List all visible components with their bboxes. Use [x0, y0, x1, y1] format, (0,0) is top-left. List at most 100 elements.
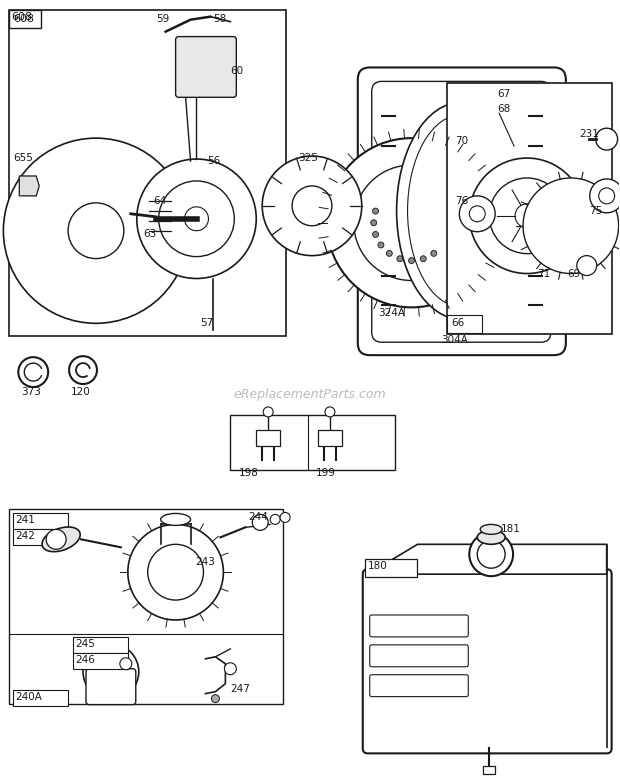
Bar — [256, 430, 280, 446]
Text: 60: 60 — [231, 66, 244, 77]
Text: 240A: 240A — [16, 691, 42, 701]
Text: 66: 66 — [451, 318, 464, 328]
Bar — [9, 509, 283, 704]
Text: 58: 58 — [213, 14, 227, 23]
Bar — [9, 9, 41, 27]
Text: 241: 241 — [16, 515, 35, 526]
Bar — [448, 315, 482, 333]
FancyBboxPatch shape — [175, 37, 236, 97]
Text: 57: 57 — [200, 318, 214, 328]
Circle shape — [373, 231, 379, 238]
Text: 70: 70 — [455, 136, 469, 146]
Circle shape — [420, 256, 426, 262]
FancyBboxPatch shape — [370, 675, 468, 697]
Polygon shape — [368, 544, 606, 574]
Text: 243: 243 — [195, 558, 215, 567]
Text: 59: 59 — [156, 14, 169, 23]
Circle shape — [264, 407, 273, 417]
Text: 69: 69 — [567, 268, 580, 278]
Circle shape — [469, 206, 485, 222]
Text: 247: 247 — [231, 683, 250, 694]
Ellipse shape — [42, 527, 80, 551]
Text: 67: 67 — [497, 89, 510, 99]
Text: 56: 56 — [208, 156, 221, 166]
Circle shape — [469, 533, 513, 576]
Bar — [14, 514, 68, 529]
Circle shape — [211, 694, 219, 702]
Circle shape — [252, 515, 268, 530]
Circle shape — [378, 242, 384, 248]
Text: 120: 120 — [71, 387, 91, 397]
Text: 199: 199 — [316, 468, 336, 478]
Text: 608: 608 — [11, 12, 32, 22]
Ellipse shape — [161, 514, 190, 526]
Circle shape — [515, 204, 539, 228]
Bar — [448, 84, 612, 334]
Circle shape — [185, 206, 208, 231]
Polygon shape — [19, 176, 39, 196]
Text: 63: 63 — [144, 228, 157, 239]
Circle shape — [3, 138, 188, 323]
Text: 76: 76 — [455, 196, 469, 206]
Circle shape — [599, 188, 614, 204]
Text: 373: 373 — [21, 387, 41, 397]
Ellipse shape — [477, 530, 505, 544]
Text: 75: 75 — [589, 206, 602, 216]
Circle shape — [120, 658, 132, 669]
Circle shape — [577, 256, 596, 275]
Circle shape — [19, 357, 48, 387]
FancyBboxPatch shape — [363, 569, 612, 753]
Circle shape — [128, 525, 223, 620]
FancyBboxPatch shape — [370, 645, 468, 667]
Bar — [73, 637, 128, 653]
Circle shape — [159, 181, 234, 256]
Ellipse shape — [480, 525, 502, 534]
Circle shape — [371, 220, 377, 226]
Circle shape — [148, 544, 203, 600]
Text: 655: 655 — [14, 153, 33, 163]
Bar — [14, 690, 68, 705]
Bar — [9, 9, 286, 336]
Text: 244: 244 — [248, 512, 268, 522]
Text: 68: 68 — [497, 104, 510, 114]
FancyBboxPatch shape — [372, 81, 551, 343]
Circle shape — [262, 156, 361, 256]
Circle shape — [477, 540, 505, 569]
Circle shape — [292, 186, 332, 226]
Circle shape — [83, 644, 139, 700]
Text: 246: 246 — [75, 655, 95, 665]
Circle shape — [93, 654, 129, 690]
Circle shape — [68, 203, 124, 259]
Circle shape — [354, 165, 469, 281]
Text: 231: 231 — [579, 129, 599, 139]
Circle shape — [224, 663, 236, 675]
Text: 324A: 324A — [378, 308, 405, 318]
FancyBboxPatch shape — [358, 67, 566, 355]
Ellipse shape — [407, 115, 515, 307]
Circle shape — [431, 250, 436, 256]
Circle shape — [270, 515, 280, 525]
Circle shape — [459, 196, 495, 231]
Text: 325: 325 — [298, 153, 318, 163]
FancyBboxPatch shape — [370, 615, 468, 637]
Circle shape — [409, 257, 415, 264]
Bar — [318, 430, 342, 446]
Circle shape — [325, 407, 335, 417]
Circle shape — [46, 529, 66, 549]
Bar — [365, 559, 417, 577]
FancyBboxPatch shape — [86, 669, 136, 705]
Circle shape — [523, 178, 619, 274]
Text: 71: 71 — [537, 268, 550, 278]
Text: eReplacementParts.com: eReplacementParts.com — [234, 389, 386, 401]
Circle shape — [373, 208, 379, 214]
Text: 304A: 304A — [441, 335, 468, 345]
Circle shape — [386, 250, 392, 256]
Circle shape — [489, 178, 565, 253]
Text: 242: 242 — [16, 531, 35, 541]
Bar — [73, 653, 128, 669]
Text: 181: 181 — [501, 525, 521, 534]
Text: 180: 180 — [368, 561, 388, 571]
Text: 198: 198 — [238, 468, 258, 478]
Ellipse shape — [397, 102, 526, 319]
Bar — [483, 766, 495, 774]
